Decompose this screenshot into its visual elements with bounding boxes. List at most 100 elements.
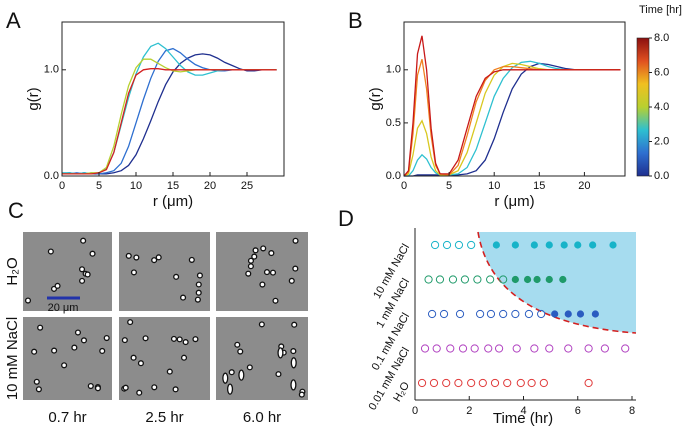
particle <box>166 368 173 375</box>
y-axis-label: g(r) <box>367 87 384 110</box>
open-point <box>486 275 495 284</box>
filled-point <box>609 241 617 249</box>
scale-bar-label: 20 μm <box>48 302 79 314</box>
open-point <box>490 378 500 388</box>
open-point <box>600 344 609 353</box>
particle <box>78 266 86 273</box>
open-point <box>455 309 465 319</box>
particle <box>260 245 267 252</box>
particle <box>136 389 143 396</box>
y-axis-label: g(r) <box>25 87 42 110</box>
open-point <box>435 275 445 284</box>
particle <box>234 341 241 348</box>
particle <box>245 270 252 277</box>
particle <box>222 372 229 384</box>
filled-point <box>511 241 519 249</box>
particle <box>84 271 91 278</box>
open-point <box>476 309 485 319</box>
open-point <box>621 344 630 353</box>
open-point <box>584 344 593 353</box>
x-axis-label: r (μm) <box>494 193 534 210</box>
particle <box>80 337 88 344</box>
y-tick-label: 0.0 <box>44 170 59 182</box>
filled-point <box>591 310 599 318</box>
particle <box>228 369 235 376</box>
row-label: H₂O <box>4 257 21 285</box>
filled-point <box>533 275 541 284</box>
particle <box>263 269 271 276</box>
particle <box>275 371 282 378</box>
particle <box>33 378 40 385</box>
open-point <box>429 378 439 388</box>
particle <box>288 277 295 284</box>
row-label: H₂O <box>391 380 412 404</box>
micrograph <box>216 232 308 311</box>
colorbar-tick-label: 0.0 <box>654 170 669 182</box>
panel-label: C <box>8 198 24 223</box>
particle <box>130 269 137 276</box>
series-line <box>62 47 277 175</box>
particle <box>51 347 58 354</box>
filled-point <box>564 310 572 318</box>
particle <box>103 335 110 342</box>
particle <box>37 324 44 331</box>
particle <box>122 384 129 391</box>
open-point <box>503 378 512 388</box>
particle <box>247 263 254 270</box>
series-line <box>403 35 621 177</box>
particle <box>194 296 201 303</box>
particle <box>74 329 82 336</box>
particle <box>268 250 275 257</box>
particle <box>94 385 101 392</box>
y-tick-label: 0.5 <box>386 117 401 129</box>
plot-frame <box>61 21 285 177</box>
x-tick-label: 4 <box>520 405 526 417</box>
series-line <box>404 60 621 177</box>
filled-point <box>576 310 585 318</box>
open-point <box>448 275 458 284</box>
open-point <box>545 344 554 353</box>
open-point <box>473 275 482 284</box>
y-tick-label: 1.0 <box>386 64 401 76</box>
open-point <box>524 309 534 319</box>
open-point <box>467 240 476 250</box>
filled-point <box>523 275 532 284</box>
particle <box>61 362 68 369</box>
open-point <box>417 378 427 388</box>
particle <box>238 369 245 381</box>
filled-point <box>492 241 500 249</box>
open-point <box>478 378 487 388</box>
open-point <box>512 344 521 353</box>
x-tick-label: 20 <box>578 180 590 192</box>
panel-label: A <box>6 8 21 33</box>
particle <box>182 339 189 346</box>
row-label: 10 mM NaCl <box>4 317 21 400</box>
colorbar-tick-label: 6.0 <box>654 66 669 78</box>
x-tick-label: 0 <box>59 180 65 192</box>
particle <box>192 336 199 343</box>
particle <box>80 237 87 244</box>
x-tick-label: 8 <box>629 405 635 417</box>
particle <box>298 391 305 398</box>
filled-point <box>589 241 597 249</box>
particle <box>151 384 158 391</box>
particle <box>155 254 162 261</box>
particle <box>31 348 38 355</box>
particle <box>290 379 297 391</box>
filled-point <box>551 310 559 318</box>
x-axis-label: r (μm) <box>153 193 193 210</box>
series-line <box>403 62 621 177</box>
open-point <box>537 309 546 319</box>
open-point <box>511 309 520 319</box>
particle <box>247 257 255 264</box>
panel-label: B <box>348 8 363 33</box>
x-tick-label: 15 <box>167 180 179 192</box>
colorbar-tick-label: 2.0 <box>654 135 669 147</box>
particle <box>292 265 299 272</box>
filled-point <box>545 241 553 249</box>
particle <box>170 335 178 342</box>
filled-point <box>574 241 582 249</box>
open-point <box>470 344 479 353</box>
open-point <box>430 240 440 250</box>
